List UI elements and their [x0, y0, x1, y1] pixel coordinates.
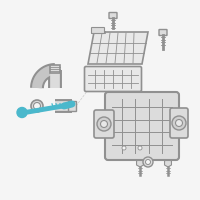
FancyBboxPatch shape: [50, 65, 60, 73]
FancyBboxPatch shape: [105, 92, 179, 160]
FancyBboxPatch shape: [84, 66, 142, 92]
Polygon shape: [165, 159, 171, 167]
Circle shape: [176, 119, 182, 127]
Circle shape: [101, 120, 108, 128]
Polygon shape: [137, 159, 143, 167]
FancyBboxPatch shape: [159, 29, 167, 36]
Circle shape: [146, 160, 151, 164]
FancyBboxPatch shape: [170, 108, 188, 138]
Circle shape: [138, 146, 142, 150]
FancyBboxPatch shape: [68, 101, 76, 111]
Circle shape: [172, 116, 186, 130]
Polygon shape: [88, 32, 148, 64]
Circle shape: [122, 146, 126, 150]
Circle shape: [97, 117, 111, 131]
Circle shape: [31, 100, 43, 112]
Polygon shape: [120, 144, 128, 152]
FancyBboxPatch shape: [92, 27, 104, 33]
FancyBboxPatch shape: [109, 12, 117, 19]
Polygon shape: [136, 144, 144, 152]
Circle shape: [143, 157, 153, 167]
Circle shape: [34, 102, 40, 110]
FancyBboxPatch shape: [94, 110, 114, 138]
Circle shape: [17, 108, 27, 117]
